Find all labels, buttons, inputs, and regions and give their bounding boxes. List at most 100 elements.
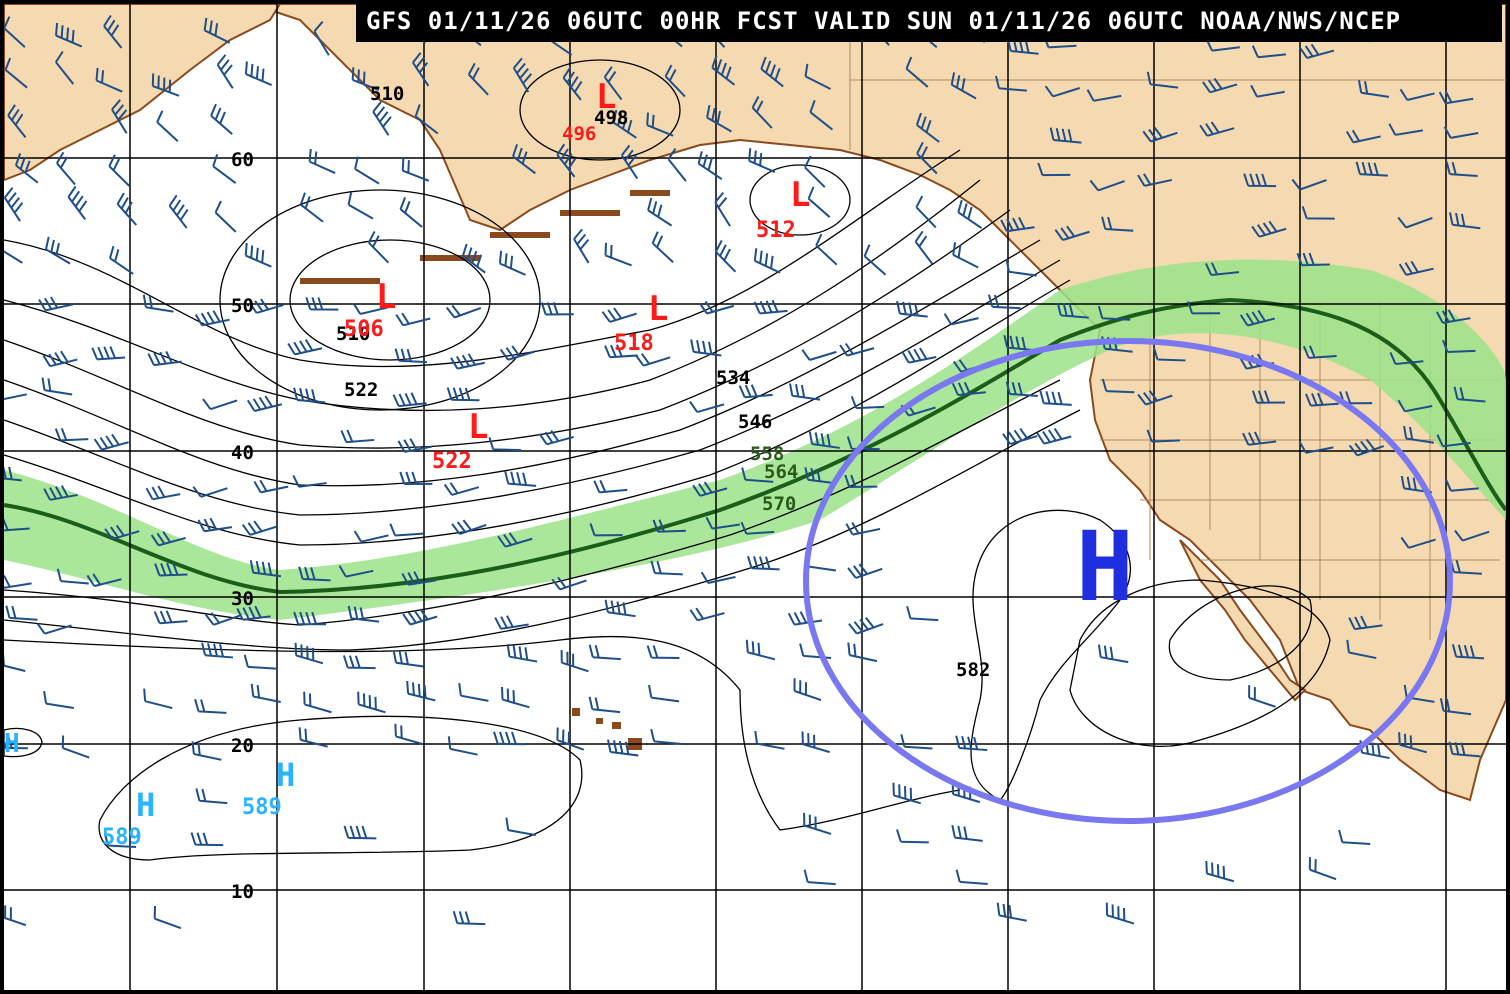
wind-barb	[153, 610, 188, 625]
wind-barb	[1003, 334, 1036, 352]
wind-barb	[1005, 381, 1038, 397]
wind-barb	[1444, 478, 1479, 492]
low-letter: L	[790, 175, 810, 215]
wind-barb	[342, 655, 376, 670]
high-centers: H 589 H 589	[102, 756, 295, 850]
wind-barb	[1086, 89, 1122, 102]
wind-barb	[43, 690, 74, 709]
wind-barb	[1187, 301, 1221, 315]
wind-barb	[607, 739, 639, 757]
wind-barbs	[0, 11, 1490, 930]
wind-barb	[397, 438, 433, 453]
wind-barb	[201, 642, 234, 659]
wind-barb	[1152, 347, 1186, 362]
wind-barb	[1400, 536, 1436, 549]
wind-barb	[753, 299, 788, 315]
wind-barb	[1101, 378, 1135, 394]
wind-barb	[151, 73, 180, 97]
wind-barb	[241, 520, 278, 536]
wind-barb	[1436, 434, 1471, 448]
wind-barb	[498, 250, 526, 276]
contour-label: 582	[956, 659, 990, 681]
forecast-header: GFS 01/11/26 06UTC 00HR FCST VALID SUN 0…	[356, 0, 1502, 42]
wind-barb	[689, 401, 725, 414]
wind-barb	[401, 158, 430, 182]
wind-barb	[95, 67, 123, 93]
wind-barb	[86, 573, 122, 588]
wind-barb	[847, 563, 883, 579]
wind-barb	[1000, 216, 1035, 233]
jet-stream-band	[4, 259, 1506, 620]
high-value: 589	[242, 795, 282, 820]
low-letter: L	[648, 289, 668, 329]
wind-barb	[298, 727, 328, 748]
wind-barb	[1097, 644, 1129, 664]
wind-barb	[896, 829, 929, 844]
wind-barb	[801, 349, 837, 361]
wind-barb	[804, 155, 826, 188]
wind-barb	[61, 735, 90, 759]
wind-barb	[714, 191, 731, 227]
wind-barb	[916, 141, 938, 175]
wind-barb	[604, 242, 632, 267]
wind-barb	[1239, 309, 1275, 327]
wind-barb	[664, 64, 686, 98]
wind-barb	[901, 347, 937, 364]
wind-barb	[1453, 386, 1486, 403]
wind-barb	[1358, 80, 1390, 98]
wind-barb	[195, 788, 228, 805]
low-value: 506	[344, 317, 384, 342]
wind-barb	[789, 383, 821, 401]
wind-barb	[292, 474, 327, 488]
wind-barb	[1399, 88, 1435, 101]
wind-barb	[1049, 127, 1082, 144]
lat-label-30: 30	[231, 588, 254, 610]
major-high-label: H	[1076, 511, 1134, 623]
wind-barb	[347, 192, 374, 220]
wind-barb	[914, 230, 934, 265]
wind-barb	[1301, 206, 1335, 220]
wind-barb	[690, 339, 722, 357]
wind-barb	[1251, 45, 1286, 59]
wind-barb	[803, 812, 832, 835]
low-value: 498	[594, 107, 628, 129]
wind-barb	[1054, 225, 1090, 241]
wind-barb	[293, 611, 327, 626]
wind-barb	[1454, 529, 1490, 542]
wind-barb	[754, 730, 785, 750]
wind-barb	[190, 832, 224, 847]
lat-label-10: 10	[231, 881, 254, 903]
wind-barb	[915, 112, 940, 143]
land-siberia	[3, 3, 282, 182]
wind-barb	[1097, 305, 1131, 321]
high-value: 589	[102, 825, 142, 850]
wind-barb	[54, 428, 89, 442]
wind-barb	[55, 50, 75, 85]
wind-barb	[168, 194, 189, 229]
low-letter: L	[596, 77, 616, 117]
wind-barb	[461, 243, 486, 274]
wind-barb	[667, 148, 687, 182]
wind-barb	[1005, 259, 1037, 277]
wind-barb	[103, 14, 123, 49]
contour-label: 510	[336, 323, 370, 345]
wind-barb	[698, 300, 735, 315]
wind-barb	[593, 479, 628, 494]
wind-barb	[1451, 644, 1485, 660]
wind-barb	[493, 731, 526, 746]
wind-barb	[1002, 428, 1038, 446]
wind-barb	[389, 523, 424, 537]
wind-barb	[1398, 732, 1428, 754]
wind-barb	[751, 96, 773, 129]
wind-barb	[1137, 390, 1173, 406]
wind-barb	[243, 654, 276, 670]
contour-labels: 510 510 522 534 546 558 564 570 582	[336, 83, 990, 681]
wind-barb	[715, 240, 737, 273]
wind-barb	[55, 22, 83, 48]
wind-barb	[412, 52, 430, 87]
wind-barb	[689, 607, 725, 622]
wind-barb	[1397, 216, 1433, 229]
wind-barb	[0, 466, 22, 482]
wind-barb	[850, 395, 885, 410]
wind-barb	[351, 67, 380, 91]
